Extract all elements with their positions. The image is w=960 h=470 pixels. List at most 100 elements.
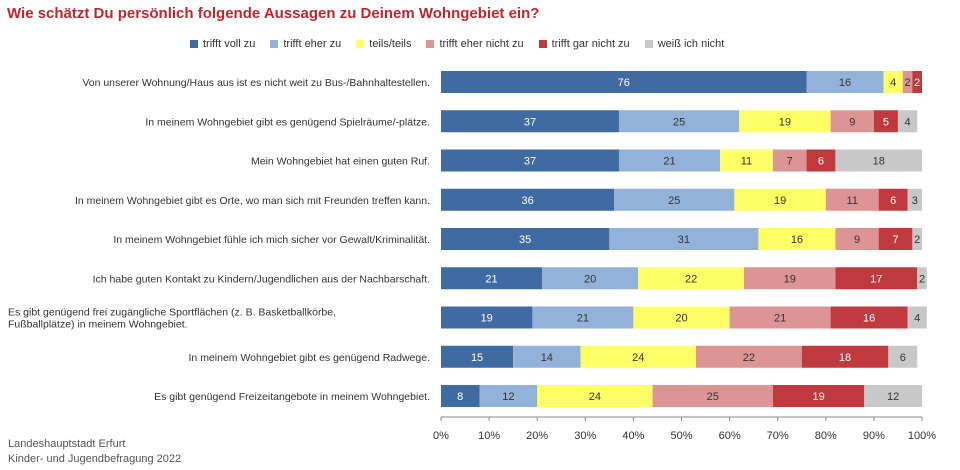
data-label: 11 <box>741 156 752 168</box>
data-label: 7 <box>787 156 793 168</box>
x-tick-label: 60% <box>719 430 741 442</box>
data-label: 19 <box>774 195 786 207</box>
data-label: 37 <box>524 116 536 128</box>
bar-segment <box>772 149 807 172</box>
bar-segment <box>441 149 619 172</box>
legend-label: trifft voll zu <box>203 38 256 50</box>
category-label: In meinem Wohngebiet gibt es genügend Ra… <box>189 352 430 364</box>
data-label: 25 <box>673 116 685 128</box>
bar-segment <box>835 149 922 172</box>
data-label: 18 <box>839 352 851 364</box>
legend-swatch <box>644 40 653 48</box>
legend-swatch <box>538 40 547 48</box>
category-label: Von unserer Wohnung/Haus aus ist es nich… <box>82 77 430 89</box>
bar-segment <box>912 71 922 93</box>
x-tick-label: 40% <box>622 430 644 442</box>
data-label: 4 <box>905 116 911 128</box>
legend-item: weiß ich nicht <box>644 38 725 50</box>
data-label: 12 <box>887 391 899 403</box>
data-label: 16 <box>863 313 875 325</box>
legend-item: trifft gar nicht zu <box>538 38 630 50</box>
legend-label: teils/teils <box>369 38 412 50</box>
data-label: 6 <box>900 352 906 364</box>
x-tick-label: 50% <box>670 430 692 442</box>
bar-segment <box>883 71 903 93</box>
data-label: 2 <box>914 234 920 246</box>
category-label-line: Es gibt genügend frei zugängliche Sportf… <box>8 307 336 319</box>
bar-segment <box>441 71 807 93</box>
bar-segment <box>902 71 913 93</box>
source-line-1: Landeshauptstadt Erfurt <box>8 438 126 450</box>
bar-segment <box>614 188 735 211</box>
bar-segment <box>830 110 874 133</box>
data-label: 8 <box>457 391 463 403</box>
x-tick-label: 30% <box>574 430 596 442</box>
bar-segment <box>618 149 720 172</box>
data-label: 12 <box>502 391 514 403</box>
legend-swatch <box>190 40 198 48</box>
legend-item: trifft eher zu <box>270 38 341 50</box>
data-label: 14 <box>541 352 553 364</box>
data-label: 18 <box>873 156 885 168</box>
bar-segment <box>441 267 543 290</box>
data-label: 25 <box>668 195 680 207</box>
bar-segment <box>719 149 773 172</box>
legend-item: trifft voll zu <box>190 38 255 50</box>
data-label: 16 <box>839 77 851 89</box>
source-note: Landeshauptstadt Erfurt Kinder- und Juge… <box>8 437 181 467</box>
bar-segment <box>609 228 759 250</box>
legend: trifft voll zu trifft eher zu teils/teils t… <box>190 36 739 52</box>
category-label: In meinem Wohngebiet gibt es Orte, wo ma… <box>75 195 430 207</box>
bar-segment <box>729 306 831 329</box>
legend-item: teils/teils <box>356 38 411 50</box>
legend-label: weiß ich nicht <box>657 38 725 50</box>
data-label: 19 <box>779 116 791 128</box>
data-label: 15 <box>471 352 483 364</box>
bar-segment <box>695 345 802 368</box>
bar-segment <box>907 306 927 329</box>
bar-segment <box>907 188 922 211</box>
data-label: 2 <box>905 77 911 89</box>
bar-segment <box>878 228 913 250</box>
data-label: 20 <box>675 313 687 325</box>
data-label: 11 <box>847 195 858 207</box>
chart-title: Wie schätzt Du persönlich folgende Aussa… <box>7 5 540 22</box>
data-label: 21 <box>485 273 497 285</box>
data-label: 5 <box>883 116 889 128</box>
legend-item: trifft eher nicht zu <box>426 38 524 50</box>
data-label: 6 <box>818 156 824 168</box>
x-tick-label: 70% <box>767 430 789 442</box>
data-label: 21 <box>577 313 589 325</box>
bar-segment <box>513 345 581 368</box>
x-tick-label: 0% <box>433 430 449 442</box>
bar-segment <box>897 110 918 133</box>
data-label: 37 <box>524 156 536 168</box>
bar-segment <box>864 385 922 407</box>
data-label: 25 <box>707 391 719 403</box>
x-tick-label: 20% <box>526 430 548 442</box>
bar-segment <box>441 385 480 407</box>
source-line-2: Kinder- und Jugendbefragung 2022 <box>8 453 182 465</box>
category-label: Ich habe guten Kontakt zu Kindern/Jugend… <box>93 273 430 285</box>
data-label: 24 <box>632 352 644 364</box>
bar-segment <box>878 188 908 211</box>
bar-segment <box>912 228 922 250</box>
data-label: 3 <box>912 195 918 207</box>
bar-segment <box>441 306 533 329</box>
bar-segment <box>652 385 773 407</box>
legend-swatch <box>426 40 435 48</box>
data-label: 22 <box>685 273 697 285</box>
bar-segment <box>825 188 879 211</box>
x-tick-label: 10% <box>478 430 500 442</box>
legend-swatch <box>270 40 279 48</box>
bar-segment <box>542 267 639 290</box>
bar-segment <box>441 110 619 133</box>
data-label: 2 <box>919 273 925 285</box>
data-label: 16 <box>791 234 803 246</box>
bar-segment <box>580 345 696 368</box>
data-label: 21 <box>663 156 675 168</box>
bar-segment <box>618 110 740 133</box>
data-label: 19 <box>812 391 824 403</box>
bar-segment <box>734 188 826 211</box>
